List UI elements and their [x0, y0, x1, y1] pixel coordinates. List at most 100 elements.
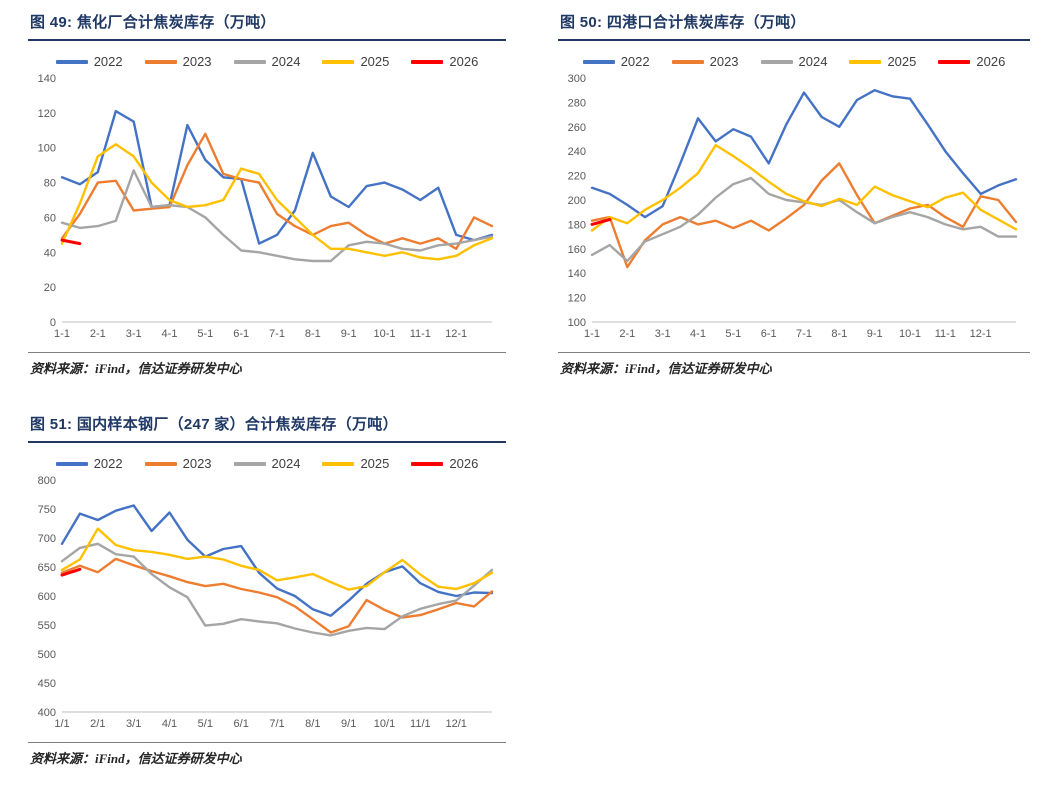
source-note-49: 资料来源：iFind，信达证券研发中心	[28, 352, 506, 377]
legend-item-2025: 2025	[322, 54, 389, 69]
x-tick-label: 11-1	[935, 328, 956, 340]
y-tick-label: 800	[38, 475, 56, 487]
y-tick-label: 40	[44, 247, 56, 259]
series-line-2025	[60, 527, 494, 591]
legend-label-2022: 2022	[620, 54, 650, 69]
legend-item-2026: 2026	[411, 456, 478, 471]
x-tick-label: 9-1	[341, 328, 357, 340]
y-tick-label: 120	[568, 293, 586, 305]
x-tick-label: 1-1	[584, 328, 600, 340]
y-tick-label: 100	[38, 143, 56, 155]
series-line-2023	[60, 132, 494, 251]
legend-label-2025: 2025	[360, 456, 390, 471]
legend-swatch-2026	[411, 461, 444, 466]
legend-swatch-2024	[760, 59, 793, 64]
x-tick-label: 2/1	[90, 718, 105, 730]
x-tick-label: 6-1	[233, 328, 249, 340]
legend-item-2025: 2025	[322, 456, 389, 471]
x-tick-label: 4/1	[162, 718, 177, 730]
legend-label-2026: 2026	[449, 54, 479, 69]
x-tick-label: 12/1	[445, 718, 466, 730]
legend-swatch-2022	[582, 59, 615, 64]
legend-label-2023: 2023	[182, 456, 212, 471]
x-tick-label: 1-1	[54, 328, 70, 340]
y-tick-label: 200	[568, 195, 586, 207]
chart-panel-51: 图 51: 国内样本钢厂（247 家）合计焦炭库存（万吨） 2022 2023 20…	[28, 410, 506, 767]
legend-item-2025: 2025	[849, 54, 916, 69]
x-tick-label: 7-1	[269, 328, 285, 340]
legend-label-2026: 2026	[976, 54, 1006, 69]
y-tick-label: 600	[38, 591, 56, 603]
y-tick-label: 280	[568, 97, 586, 109]
x-tick-label: 9-1	[867, 328, 883, 340]
x-tick-label: 4-1	[690, 328, 706, 340]
legend-label-2025: 2025	[887, 54, 917, 69]
series-line-2022	[60, 504, 494, 617]
series-line-2024	[590, 176, 1018, 263]
x-tick-label: 4-1	[162, 328, 178, 340]
legend-item-2023: 2023	[671, 54, 739, 69]
x-tick-label: 6/1	[234, 718, 249, 730]
x-tick-label: 9/1	[341, 718, 356, 730]
legend-item-2024: 2024	[760, 54, 828, 69]
legend-swatch-2025	[322, 59, 355, 64]
source-note-50: 资料来源：iFind，信达证券研发中心	[558, 352, 1030, 377]
source-note-51: 资料来源：iFind，信达证券研发中心	[28, 742, 506, 767]
legend-label-2024: 2024	[798, 54, 828, 69]
x-tick-label: 2-1	[619, 328, 635, 340]
legend-swatch-2024	[233, 59, 266, 64]
legend-label-2022: 2022	[93, 456, 123, 471]
legend-item-2022: 2022	[55, 456, 123, 471]
y-tick-label: 400	[38, 707, 56, 719]
legend-item-2022: 2022	[55, 54, 123, 69]
legend-item-2022: 2022	[582, 54, 650, 69]
line-chart-49: 0 20 40 60 80 100 120 140 1-1 2-1 3-1 4-1 5-1 6-1 7-1 8…	[38, 73, 494, 340]
series-line-2023	[590, 162, 1018, 269]
y-tick-label: 450	[38, 678, 56, 690]
legend-label-2024: 2024	[271, 54, 301, 69]
x-tick-label: 7/1	[269, 718, 284, 730]
legend-label-2023: 2023	[709, 54, 739, 69]
y-tick-label: 180	[568, 219, 586, 231]
chart-panel-50: 图 50: 四港口合计焦炭库存（万吨） 2022 2023 2024 2025 2026…	[558, 8, 1030, 377]
series-line-2023	[60, 557, 494, 634]
legend-swatch-2022	[55, 59, 88, 64]
x-tick-label: 10-1	[899, 328, 921, 340]
x-tick-label: 3/1	[126, 718, 141, 730]
x-tick-label: 12-1	[445, 328, 467, 340]
legend-swatch-2025	[322, 461, 355, 466]
y-tick-label: 140	[38, 73, 56, 85]
x-tick-label: 11/1	[410, 718, 431, 730]
chart-legend-49: 2022 2023 2024 2025 2026	[28, 54, 506, 69]
chart-title-51: 图 51: 国内样本钢厂（247 家）合计焦炭库存（万吨）	[28, 410, 506, 443]
series-line-2026	[590, 218, 612, 226]
legend-swatch-2025	[849, 59, 882, 64]
y-tick-label: 550	[38, 620, 56, 632]
chart-panel-49: 图 49: 焦化厂合计焦炭库存（万吨） 2022 2023 2024 2025 2026…	[28, 8, 506, 377]
chart-legend-50: 2022 2023 2024 2025 2026	[558, 54, 1030, 69]
x-tick-label: 5-1	[197, 328, 213, 340]
y-tick-label: 60	[44, 212, 56, 224]
y-tick-label: 260	[568, 122, 586, 134]
x-tick-label: 3-1	[126, 328, 142, 340]
series-line-2025	[60, 142, 494, 261]
y-tick-label: 500	[38, 649, 56, 661]
x-tick-label: 10/1	[374, 718, 395, 730]
y-tick-label: 160	[568, 244, 586, 256]
series-line-2026	[60, 567, 82, 577]
x-tick-label: 12-1	[970, 328, 992, 340]
series-line-2024	[60, 542, 494, 637]
x-tick-label: 1/1	[54, 718, 69, 730]
x-tick-label: 3-1	[655, 328, 671, 340]
x-tick-label: 5/1	[198, 718, 213, 730]
legend-label-2026: 2026	[449, 456, 479, 471]
y-tick-label: 140	[568, 268, 586, 280]
series-line-2025	[590, 143, 1018, 232]
y-tick-label: 0	[50, 317, 56, 329]
line-chart-51: 400 450 500 550 600 650 700 750 800 1/1 2/1 3/1 4/1 5…	[38, 475, 494, 730]
chart-legend-51: 2022 2023 2024 2025 2026	[28, 456, 506, 471]
x-tick-label: 5-1	[725, 328, 741, 340]
chart-title-49: 图 49: 焦化厂合计焦炭库存（万吨）	[28, 8, 506, 41]
y-tick-label: 240	[568, 146, 586, 158]
